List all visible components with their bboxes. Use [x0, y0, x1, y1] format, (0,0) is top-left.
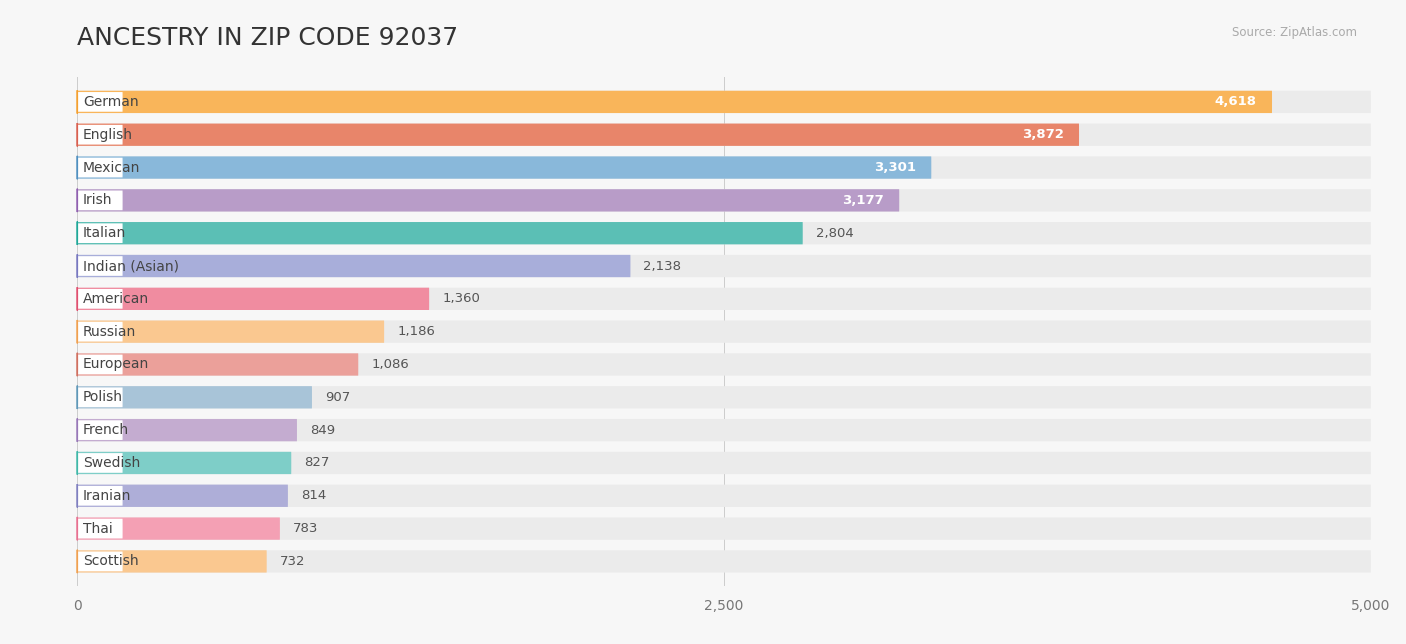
- Text: 1,360: 1,360: [441, 292, 479, 305]
- FancyBboxPatch shape: [77, 158, 122, 177]
- Text: 907: 907: [325, 391, 350, 404]
- Text: American: American: [83, 292, 149, 306]
- FancyBboxPatch shape: [77, 386, 1371, 408]
- FancyBboxPatch shape: [77, 355, 122, 374]
- FancyBboxPatch shape: [77, 156, 931, 178]
- FancyBboxPatch shape: [77, 452, 1371, 474]
- FancyBboxPatch shape: [77, 421, 122, 440]
- Text: 827: 827: [304, 457, 329, 469]
- Text: English: English: [83, 128, 134, 142]
- FancyBboxPatch shape: [77, 517, 280, 540]
- FancyBboxPatch shape: [77, 189, 1371, 211]
- FancyBboxPatch shape: [77, 288, 1371, 310]
- FancyBboxPatch shape: [77, 519, 122, 538]
- FancyBboxPatch shape: [77, 550, 1371, 573]
- FancyBboxPatch shape: [77, 255, 630, 277]
- FancyBboxPatch shape: [77, 223, 122, 243]
- Text: French: French: [83, 423, 129, 437]
- Text: 3,177: 3,177: [842, 194, 884, 207]
- FancyBboxPatch shape: [77, 517, 1371, 540]
- Text: 849: 849: [309, 424, 335, 437]
- FancyBboxPatch shape: [77, 453, 122, 473]
- Text: Indian (Asian): Indian (Asian): [83, 259, 179, 273]
- FancyBboxPatch shape: [77, 222, 1371, 244]
- FancyBboxPatch shape: [77, 92, 122, 112]
- FancyBboxPatch shape: [77, 388, 122, 407]
- Text: 3,301: 3,301: [873, 161, 915, 174]
- FancyBboxPatch shape: [77, 191, 122, 210]
- Text: Polish: Polish: [83, 390, 122, 404]
- FancyBboxPatch shape: [77, 485, 1371, 507]
- FancyBboxPatch shape: [77, 91, 1371, 113]
- FancyBboxPatch shape: [77, 321, 1371, 343]
- Text: Source: ZipAtlas.com: Source: ZipAtlas.com: [1232, 26, 1357, 39]
- Text: Scottish: Scottish: [83, 554, 139, 569]
- Text: German: German: [83, 95, 139, 109]
- FancyBboxPatch shape: [77, 256, 122, 276]
- Text: Swedish: Swedish: [83, 456, 141, 470]
- Text: 4,618: 4,618: [1215, 95, 1257, 108]
- FancyBboxPatch shape: [77, 322, 122, 341]
- FancyBboxPatch shape: [77, 551, 122, 571]
- FancyBboxPatch shape: [77, 124, 1371, 146]
- Text: Mexican: Mexican: [83, 160, 141, 175]
- Text: 814: 814: [301, 489, 326, 502]
- Text: Iranian: Iranian: [83, 489, 131, 503]
- FancyBboxPatch shape: [77, 125, 122, 144]
- Text: 2,804: 2,804: [815, 227, 853, 240]
- Text: 1,186: 1,186: [396, 325, 434, 338]
- FancyBboxPatch shape: [77, 189, 900, 211]
- Text: 2,138: 2,138: [644, 260, 682, 272]
- Text: 783: 783: [292, 522, 318, 535]
- FancyBboxPatch shape: [77, 354, 359, 375]
- FancyBboxPatch shape: [77, 255, 1371, 277]
- Text: 1,086: 1,086: [371, 358, 409, 371]
- FancyBboxPatch shape: [77, 288, 429, 310]
- FancyBboxPatch shape: [77, 452, 291, 474]
- FancyBboxPatch shape: [77, 222, 803, 244]
- FancyBboxPatch shape: [77, 289, 122, 308]
- Text: Russian: Russian: [83, 325, 136, 339]
- Text: 732: 732: [280, 555, 305, 568]
- FancyBboxPatch shape: [77, 354, 1371, 375]
- Text: ANCESTRY IN ZIP CODE 92037: ANCESTRY IN ZIP CODE 92037: [77, 26, 458, 50]
- FancyBboxPatch shape: [77, 419, 297, 441]
- Text: Thai: Thai: [83, 522, 112, 536]
- FancyBboxPatch shape: [77, 91, 1272, 113]
- Text: Irish: Irish: [83, 193, 112, 207]
- FancyBboxPatch shape: [77, 485, 288, 507]
- Text: 3,872: 3,872: [1022, 128, 1063, 141]
- FancyBboxPatch shape: [77, 386, 312, 408]
- FancyBboxPatch shape: [77, 419, 1371, 441]
- FancyBboxPatch shape: [77, 124, 1078, 146]
- Text: Italian: Italian: [83, 226, 127, 240]
- FancyBboxPatch shape: [77, 486, 122, 506]
- FancyBboxPatch shape: [77, 550, 267, 573]
- Text: European: European: [83, 357, 149, 372]
- FancyBboxPatch shape: [77, 321, 384, 343]
- FancyBboxPatch shape: [77, 156, 1371, 178]
